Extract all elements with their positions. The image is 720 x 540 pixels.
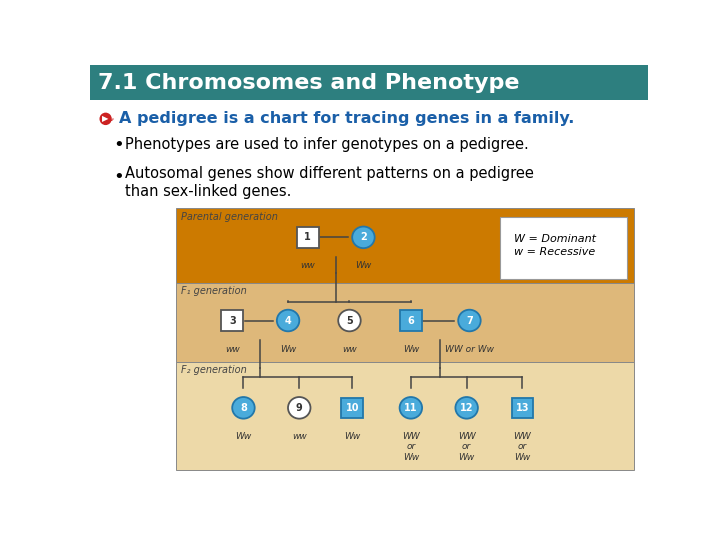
- Ellipse shape: [288, 397, 310, 418]
- Text: Ww: Ww: [402, 345, 419, 354]
- Text: 10: 10: [346, 403, 359, 413]
- Ellipse shape: [400, 397, 422, 418]
- FancyBboxPatch shape: [90, 65, 648, 100]
- Text: ww: ww: [300, 261, 315, 271]
- FancyBboxPatch shape: [512, 397, 534, 418]
- Text: ww: ww: [225, 345, 240, 354]
- Text: •: •: [114, 136, 124, 154]
- Text: A pedigree is a chart for tracing genes in a family.: A pedigree is a chart for tracing genes …: [119, 111, 575, 126]
- Text: 2: 2: [360, 232, 366, 242]
- Text: 8: 8: [240, 403, 247, 413]
- Text: F₁ generation: F₁ generation: [181, 286, 247, 296]
- Text: Ww: Ww: [235, 432, 251, 441]
- Text: 4: 4: [284, 315, 292, 326]
- FancyBboxPatch shape: [176, 283, 634, 362]
- FancyBboxPatch shape: [500, 217, 627, 279]
- Ellipse shape: [338, 310, 361, 332]
- FancyBboxPatch shape: [176, 362, 634, 470]
- Ellipse shape: [456, 397, 478, 418]
- FancyBboxPatch shape: [297, 227, 318, 248]
- Text: Ww: Ww: [280, 345, 296, 354]
- Ellipse shape: [99, 113, 112, 125]
- FancyBboxPatch shape: [400, 310, 422, 331]
- Text: W = Dominant: W = Dominant: [514, 234, 596, 244]
- FancyBboxPatch shape: [176, 208, 634, 283]
- Text: ww: ww: [342, 345, 357, 354]
- Ellipse shape: [233, 397, 255, 418]
- Text: 7: 7: [466, 315, 473, 326]
- Text: 12: 12: [460, 403, 474, 413]
- Text: 7.1 Chromosomes and Phenotype: 7.1 Chromosomes and Phenotype: [99, 73, 520, 93]
- Ellipse shape: [277, 310, 300, 332]
- Text: 6: 6: [408, 315, 414, 326]
- Text: 13: 13: [516, 403, 529, 413]
- Text: 1: 1: [305, 232, 311, 242]
- Text: Ww: Ww: [355, 261, 372, 271]
- Text: WW or Ww: WW or Ww: [445, 345, 494, 354]
- Text: WW
or
Ww: WW or Ww: [402, 432, 420, 462]
- Ellipse shape: [458, 310, 481, 332]
- Text: ww: ww: [292, 432, 307, 441]
- Text: F₂ generation: F₂ generation: [181, 366, 247, 375]
- Text: 11: 11: [404, 403, 418, 413]
- FancyBboxPatch shape: [341, 397, 363, 418]
- Ellipse shape: [352, 227, 374, 248]
- Text: Ww: Ww: [344, 432, 361, 441]
- Text: Autosomal genes show different patterns on a pedigree
than sex-linked genes.: Autosomal genes show different patterns …: [125, 166, 534, 199]
- Text: ▶: ▶: [102, 114, 109, 123]
- Text: •: •: [114, 168, 124, 186]
- FancyBboxPatch shape: [222, 310, 243, 331]
- Text: 5: 5: [346, 315, 353, 326]
- Text: ❧: ❧: [102, 111, 115, 126]
- Text: 3: 3: [229, 315, 235, 326]
- Text: 9: 9: [296, 403, 302, 413]
- Text: WW
or
Ww: WW or Ww: [513, 432, 531, 462]
- Text: w = Recessive: w = Recessive: [514, 247, 595, 257]
- Text: Phenotypes are used to infer genotypes on a pedigree.: Phenotypes are used to infer genotypes o…: [125, 137, 528, 152]
- Text: Parental generation: Parental generation: [181, 212, 278, 221]
- Text: WW
or
Ww: WW or Ww: [458, 432, 475, 462]
